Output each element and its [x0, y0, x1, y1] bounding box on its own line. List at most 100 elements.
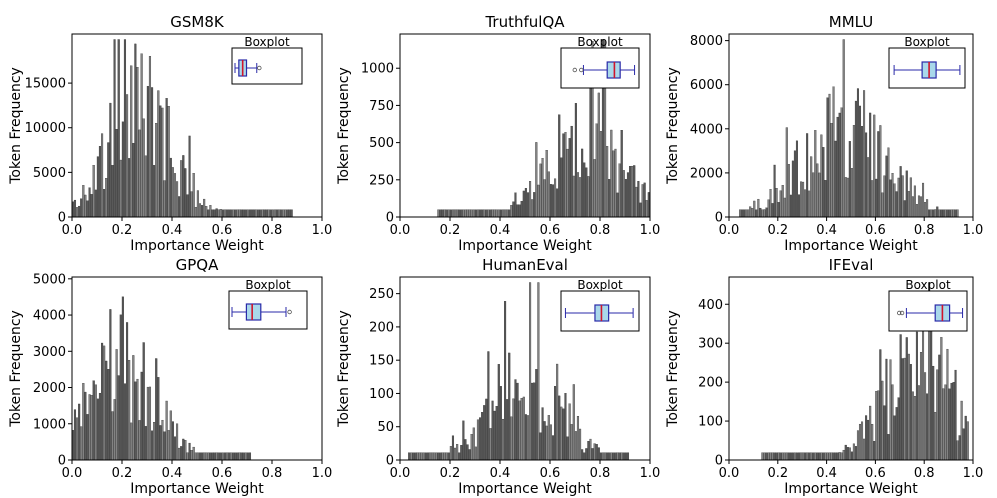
histogram-bar: [111, 411, 114, 461]
y-tick-label: 15000: [25, 77, 66, 92]
x-tick-label: 0.4: [816, 466, 837, 481]
histogram-bar: [180, 160, 183, 218]
histogram-bar: [629, 166, 632, 218]
histogram-bar: [201, 452, 204, 461]
y-tick-label: 4000: [33, 309, 66, 324]
y-axis-label: Token Frequency: [665, 67, 681, 185]
histogram-bar: [151, 87, 154, 218]
histogram-bar: [88, 394, 91, 461]
histogram-bar: [155, 123, 158, 218]
histogram-bar: [236, 452, 239, 461]
x-tick-label: 0.6: [212, 223, 233, 238]
histogram-bar: [286, 209, 289, 218]
histogram-bar: [820, 134, 823, 218]
x-axis-label: Importance Weight: [458, 238, 592, 254]
histogram-bar: [161, 107, 164, 218]
x-tick-label: 0.8: [914, 223, 935, 238]
histogram-bar: [755, 209, 758, 218]
histogram-bar: [115, 349, 118, 461]
histogram-bar: [877, 131, 880, 218]
histogram-bar: [136, 378, 139, 461]
x-tick-label: 0.2: [767, 223, 788, 238]
histogram-bar: [138, 420, 141, 461]
histogram-bar: [535, 142, 538, 218]
histogram-bar: [282, 209, 285, 218]
histogram-bar: [919, 352, 923, 461]
histogram-bar: [901, 358, 904, 461]
histogram-bar: [426, 452, 430, 461]
histogram-bar: [858, 423, 862, 461]
histogram-bar: [90, 395, 93, 461]
histogram-bar: [846, 447, 849, 461]
histogram-bar: [952, 382, 955, 461]
histogram-bar: [234, 209, 237, 218]
histogram-bar: [443, 452, 446, 461]
histogram-bar: [92, 380, 95, 461]
x-tick-label: 0.0: [719, 223, 740, 238]
histogram-bar: [924, 202, 927, 218]
histogram-bar: [408, 452, 411, 461]
histogram-bar: [103, 345, 106, 461]
histogram-bar: [954, 369, 957, 461]
histogram-bar: [624, 452, 627, 461]
x-tick-label: 1.0: [963, 466, 984, 481]
histogram-bar: [556, 188, 559, 218]
histogram-bar: [820, 452, 823, 461]
histogram-bar: [431, 452, 434, 461]
histogram-bar: [618, 452, 621, 461]
histogram-bar: [610, 452, 613, 461]
histogram-bar: [223, 209, 227, 218]
histogram-bar: [255, 209, 258, 218]
histogram-bar: [562, 133, 565, 218]
histogram-bar: [474, 446, 477, 461]
histogram-bar: [205, 452, 208, 461]
histogram-bar: [554, 386, 557, 461]
histogram-bar: [861, 126, 864, 218]
histogram-bar: [599, 131, 602, 218]
histogram-bar: [822, 452, 825, 461]
histogram-bar: [109, 102, 112, 218]
x-tick-label: 1.0: [963, 223, 984, 238]
histogram-bar: [276, 209, 279, 218]
histogram-bar: [501, 418, 505, 461]
x-tick-label: 0.4: [162, 466, 183, 481]
boxplot-outlier: [287, 309, 292, 315]
histogram-bar: [787, 164, 790, 218]
histogram-bar: [751, 208, 754, 218]
histogram-bar: [822, 147, 825, 218]
histogram-bar: [547, 415, 550, 461]
histogram-bar: [824, 180, 827, 218]
histogram-bar: [934, 209, 937, 218]
y-axis-label: Token Frequency: [336, 310, 352, 428]
y-tick-label: 50: [377, 420, 394, 435]
histogram-bar: [142, 342, 145, 461]
histogram-bar: [844, 177, 847, 218]
boxplot-inset: Boxplot: [888, 278, 968, 332]
histogram-bar: [499, 386, 502, 461]
histogram-bar: [589, 438, 592, 461]
histogram-bar: [186, 194, 189, 218]
histogram-bar: [107, 142, 110, 218]
histogram-bar: [930, 317, 933, 461]
histogram-bar: [244, 452, 247, 461]
boxplot-outlier: [572, 67, 577, 73]
histogram-bar: [489, 428, 492, 461]
histogram-bar: [215, 452, 218, 461]
chart-panel-mmlu: 0.0 0.2 0.4 0.6 0.8 1.0 0 2000 4000 6000 8000 MMLU I…: [665, 13, 983, 254]
histogram-bar: [574, 103, 577, 218]
histogram-bar: [795, 140, 798, 218]
histogram-bar: [443, 209, 446, 218]
histogram-bar: [209, 452, 212, 461]
histogram-bar: [504, 209, 507, 218]
histogram-bar: [117, 375, 120, 461]
histogram-bar: [94, 384, 97, 461]
histogram-bar: [178, 447, 181, 461]
histogram-bar: [485, 398, 488, 461]
y-tick-label: 6000: [690, 78, 723, 93]
histogram-bar: [560, 406, 563, 461]
histogram-bar: [589, 81, 592, 218]
histogram-bar: [797, 452, 801, 461]
histogram-bar: [230, 209, 233, 218]
histogram-bar: [930, 209, 933, 218]
histogram-bar: [146, 386, 149, 461]
